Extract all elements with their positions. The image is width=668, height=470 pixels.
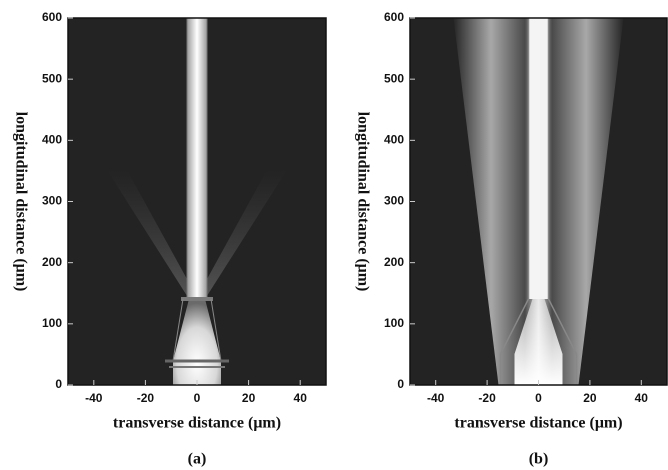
x-tick-label: 40 (635, 391, 649, 405)
y-tick-label: 300 (384, 194, 404, 208)
x-tick-label: 20 (583, 391, 597, 405)
core-field (187, 18, 207, 299)
x-tick-label: -40 (427, 391, 445, 405)
x-tick-label: 20 (242, 391, 256, 405)
x-tick-label: -20 (478, 391, 496, 405)
y-axis-label: longitudinal distance (μm) (354, 112, 371, 292)
x-tick-label: -40 (85, 391, 103, 405)
y-tick-label: 0 (397, 377, 404, 391)
y-tick-label: 100 (42, 316, 62, 330)
x-tick-label: 40 (294, 391, 308, 405)
x-tick-label: 0 (535, 391, 542, 405)
y-tick-label: 500 (42, 71, 62, 85)
x-tick-label: 0 (194, 391, 201, 405)
taper-field (173, 299, 221, 385)
core-field (528, 18, 549, 299)
taper-edge (172, 298, 184, 362)
y-tick-label: 0 (55, 377, 62, 391)
taper-edge (210, 298, 222, 362)
waveguide-outline (499, 18, 530, 385)
y-tick-label: 400 (384, 133, 404, 147)
panel-caption: (a) (188, 451, 207, 468)
y-tick-label: 600 (384, 10, 404, 24)
waveguide-outline (547, 18, 578, 385)
x-axis-label: transverse distance (μm) (454, 415, 622, 432)
x-axis-label: transverse distance (μm) (113, 415, 281, 432)
y-axis-label: longitudinal distance (μm) (12, 112, 29, 292)
y-tick-label: 100 (384, 316, 404, 330)
side-radiation (107, 170, 193, 299)
y-tick-label: 300 (42, 194, 62, 208)
x-tick-label: -20 (137, 391, 155, 405)
y-tick-label: 200 (384, 255, 404, 269)
side-radiation (201, 170, 287, 299)
y-tick-label: 500 (384, 71, 404, 85)
panel-caption: (b) (529, 451, 549, 468)
y-tick-label: 600 (42, 10, 62, 24)
taper-field (514, 299, 563, 385)
y-tick-label: 400 (42, 133, 62, 147)
y-tick-label: 200 (42, 255, 62, 269)
